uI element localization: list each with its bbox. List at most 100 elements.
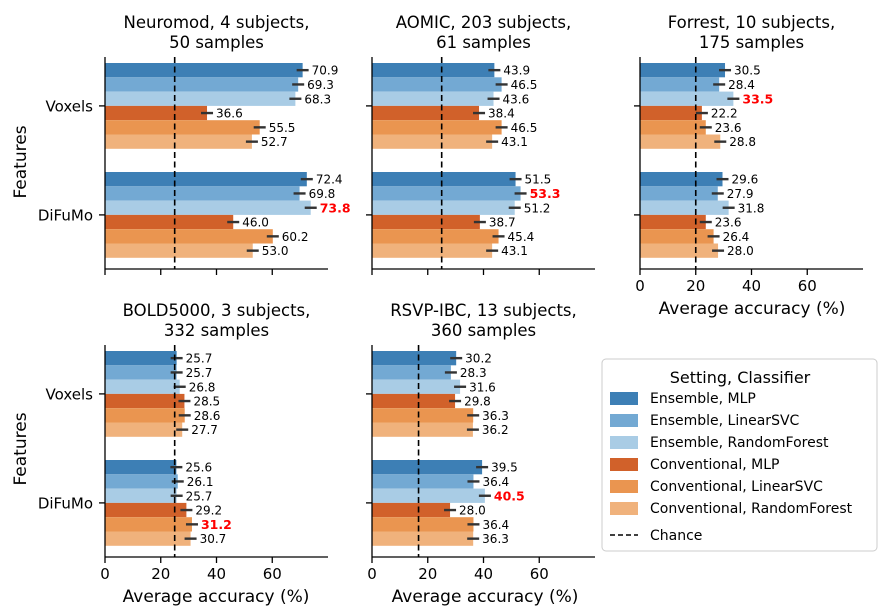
bar-forrest-voxels-ensemble-randomforest — [640, 91, 734, 106]
value-label-neuromod-difumo-conventional-mlp: 46.0 — [242, 216, 269, 230]
value-label-rsvp-ibc-voxels-conventional-randomforest: 36.2 — [482, 423, 509, 437]
bar-forrest-difumo-conventional-mlp — [640, 214, 706, 230]
legend-label-ensemble-linearsvc: Ensemble, LinearSVC — [650, 413, 800, 429]
value-label-bold5000-difumo-conventional-linearsvc: 31.2 — [201, 517, 232, 532]
value-label-neuromod-voxels-ensemble-randomforest: 68.3 — [304, 92, 331, 106]
panel-title-neuromod-line-1: Neuromod, 4 subjects, — [124, 13, 310, 32]
value-label-rsvp-ibc-difumo-conventional-randomforest: 36.3 — [482, 532, 509, 546]
bar-rsvp-ibc-voxels-conventional-mlp — [372, 393, 456, 409]
panel-rsvp-ibc: RSVP-IBC, 13 subjects,360 samples30.228.… — [366, 301, 595, 583]
category-label-bold5000-difumo: DiFuMo — [38, 494, 93, 512]
bar-forrest-voxels-conventional-linearsvc — [640, 120, 706, 135]
value-label-bold5000-voxels-conventional-randomforest: 27.7 — [191, 423, 218, 437]
value-label-forrest-voxels-ensemble-mlp: 30.5 — [734, 64, 761, 78]
bar-aomic-difumo-conventional-randomforest — [372, 243, 493, 258]
panel-title-rsvp-ibc-line-1: RSVP-IBC, 13 subjects, — [390, 301, 577, 320]
bar-aomic-voxels-conventional-mlp — [372, 105, 480, 121]
legend-label-conventional-randomforest: Conventional, RandomForest — [650, 501, 853, 517]
bar-neuromod-voxels-ensemble-randomforest — [105, 91, 296, 106]
x-tick-label-rsvp-ibc-0: 0 — [367, 565, 377, 583]
bar-bold5000-difumo-ensemble-mlp — [105, 460, 177, 475]
panel-title-rsvp-ibc-line-2: 360 samples — [431, 321, 536, 340]
legend-label-conventional-mlp: Conventional, MLP — [650, 457, 780, 473]
x-tick-label-rsvp-ibc-20: 20 — [418, 565, 437, 583]
legend-swatch-ensemble-mlp — [610, 392, 638, 405]
bar-rsvp-ibc-voxels-conventional-linearsvc — [372, 408, 474, 423]
bar-neuromod-voxels-ensemble-mlp — [105, 63, 303, 78]
value-label-aomic-voxels-conventional-linearsvc: 46.5 — [511, 121, 538, 135]
bar-forrest-voxels-ensemble-linearsvc — [640, 77, 720, 92]
value-label-neuromod-voxels-ensemble-linearsvc: 69.3 — [307, 78, 334, 92]
bar-bold5000-voxels-conventional-randomforest — [105, 422, 183, 437]
category-label-neuromod-difumo: DiFuMo — [38, 206, 93, 224]
bar-aomic-voxels-conventional-randomforest — [372, 134, 493, 149]
legend-frame — [601, 358, 878, 552]
x-tick-label-forrest-40: 40 — [742, 277, 761, 295]
value-label-bold5000-voxels-ensemble-linearsvc: 25.7 — [186, 366, 213, 380]
value-label-aomic-difumo-ensemble-randomforest: 51.2 — [524, 201, 551, 215]
panel-aomic: AOMIC, 203 subjects,61 samples43.946.543… — [366, 13, 595, 275]
bar-bold5000-difumo-ensemble-randomforest — [105, 488, 177, 503]
value-label-forrest-difumo-conventional-randomforest: 28.0 — [727, 244, 754, 258]
bar-aomic-difumo-conventional-linearsvc — [372, 229, 499, 244]
bar-bold5000-voxels-conventional-mlp — [105, 393, 185, 409]
value-label-forrest-voxels-ensemble-randomforest: 33.5 — [742, 91, 773, 106]
x-tick-label-rsvp-ibc-40: 40 — [474, 565, 493, 583]
bar-rsvp-ibc-voxels-ensemble-linearsvc — [372, 365, 451, 380]
legend-swatch-ensemble-randomforest — [610, 436, 638, 449]
legend-label-ensemble-mlp: Ensemble, MLP — [650, 391, 756, 407]
value-label-aomic-difumo-ensemble-linearsvc: 53.3 — [530, 186, 561, 201]
bar-forrest-difumo-conventional-randomforest — [640, 243, 719, 258]
bar-forrest-difumo-ensemble-linearsvc — [640, 186, 718, 201]
value-label-forrest-voxels-conventional-mlp: 22.2 — [711, 107, 738, 121]
panel-title-forrest-line-1: Forrest, 10 subjects, — [668, 13, 836, 32]
bar-bold5000-difumo-conventional-linearsvc — [105, 517, 192, 532]
value-label-rsvp-ibc-difumo-ensemble-mlp: 39.5 — [491, 461, 518, 475]
value-label-aomic-voxels-conventional-mlp: 38.4 — [488, 107, 515, 121]
legend-swatch-conventional-mlp — [610, 458, 638, 471]
value-label-forrest-difumo-ensemble-randomforest: 31.8 — [738, 201, 765, 215]
value-label-bold5000-voxels-ensemble-mlp: 25.7 — [186, 352, 213, 366]
bar-neuromod-difumo-conventional-linearsvc — [105, 229, 273, 244]
value-label-aomic-voxels-ensemble-mlp: 43.9 — [503, 64, 530, 78]
legend-swatch-ensemble-linearsvc — [610, 414, 638, 427]
value-label-bold5000-difumo-ensemble-randomforest: 25.7 — [186, 489, 213, 503]
value-label-forrest-voxels-conventional-linearsvc: 23.6 — [715, 121, 742, 135]
bar-rsvp-ibc-difumo-ensemble-mlp — [372, 460, 483, 475]
bar-rsvp-ibc-difumo-conventional-mlp — [372, 502, 451, 518]
panel-title-aomic-line-1: AOMIC, 203 subjects, — [396, 13, 571, 32]
x-tick-label-forrest-60: 60 — [798, 277, 817, 295]
bar-bold5000-voxels-ensemble-linearsvc — [105, 365, 177, 380]
value-label-bold5000-difumo-ensemble-linearsvc: 26.1 — [187, 475, 214, 489]
bar-forrest-voxels-conventional-mlp — [640, 105, 702, 121]
value-label-forrest-difumo-ensemble-mlp: 29.6 — [732, 173, 759, 187]
bar-neuromod-voxels-ensemble-linearsvc — [105, 77, 299, 92]
value-label-aomic-voxels-ensemble-randomforest: 43.6 — [503, 92, 530, 106]
value-label-bold5000-difumo-conventional-mlp: 29.2 — [195, 504, 222, 518]
value-label-neuromod-difumo-ensemble-linearsvc: 69.8 — [309, 187, 336, 201]
legend-label-ensemble-randomforest: Ensemble, RandomForest — [650, 435, 829, 451]
panel-bold5000: BOLD5000, 3 subjects,332 samples25.725.7… — [38, 301, 328, 583]
value-label-bold5000-voxels-conventional-linearsvc: 28.6 — [194, 409, 221, 423]
value-label-neuromod-difumo-conventional-linearsvc: 60.2 — [282, 230, 309, 244]
value-label-forrest-difumo-conventional-linearsvc: 26.4 — [723, 230, 750, 244]
bar-rsvp-ibc-voxels-conventional-randomforest — [372, 422, 473, 437]
bar-forrest-difumo-ensemble-mlp — [640, 172, 723, 187]
bar-neuromod-difumo-conventional-mlp — [105, 214, 234, 230]
bar-rsvp-ibc-voxels-ensemble-randomforest — [372, 379, 461, 394]
panels: Neuromod, 4 subjects,50 samples70.969.36… — [38, 13, 863, 583]
bar-aomic-voxels-ensemble-randomforest — [372, 91, 494, 106]
bar-rsvp-ibc-difumo-ensemble-randomforest — [372, 488, 485, 503]
x-tick-label-forrest-20: 20 — [686, 277, 705, 295]
value-label-forrest-voxels-conventional-randomforest: 28.8 — [729, 135, 756, 149]
bar-bold5000-difumo-conventional-randomforest — [105, 531, 191, 546]
value-label-aomic-difumo-ensemble-mlp: 51.5 — [525, 173, 552, 187]
x-axis-label-rsvp: Average accuracy (%) — [392, 587, 579, 607]
bar-rsvp-ibc-difumo-conventional-randomforest — [372, 531, 474, 546]
value-label-rsvp-ibc-voxels-conventional-mlp: 29.8 — [464, 395, 491, 409]
y-axis-label-top-row: Features — [11, 125, 31, 198]
value-label-forrest-difumo-ensemble-linearsvc: 27.9 — [727, 187, 754, 201]
legend-label-conventional-linearsvc: Conventional, LinearSVC — [650, 479, 823, 495]
legend-label-chance: Chance — [650, 528, 702, 544]
